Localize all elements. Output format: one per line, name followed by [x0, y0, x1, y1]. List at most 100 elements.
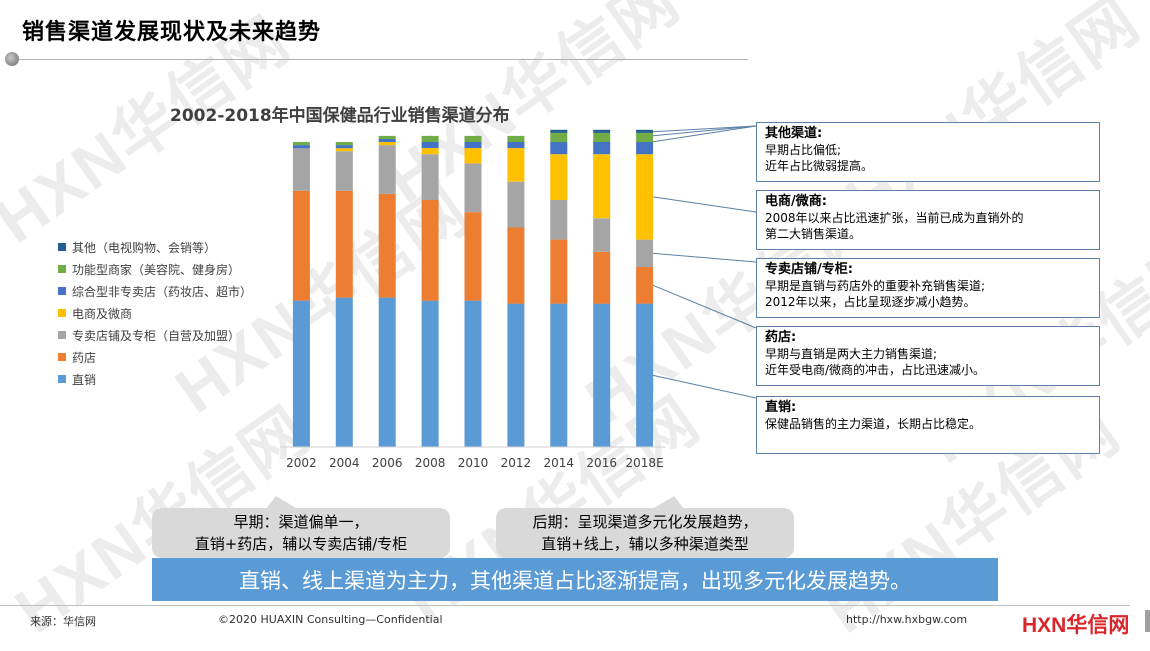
- x-tick-label: 2012: [501, 456, 532, 470]
- chart-legend: 其他（电视购物、会销等） 功能型商家（美容院、健身房） 综合型非专卖店（药妆店、超市…: [58, 236, 252, 390]
- legend-label: 综合型非专卖店（药妆店、超市）: [72, 284, 253, 299]
- callout-line: [652, 196, 757, 213]
- x-tick-label: 2002: [286, 456, 317, 470]
- bar-segment: [335, 148, 353, 152]
- bar-segment: [636, 239, 654, 267]
- bar-segment: [464, 300, 482, 447]
- note-box: 专卖店铺/专柜: 早期是直销与药店外的重要补充销售渠道; 2012年以来，占比呈现逐…: [756, 258, 1100, 318]
- note-line: 近年占比微弱提高。: [765, 159, 874, 173]
- bar-segment: [464, 163, 482, 213]
- bar-segment: [593, 251, 611, 304]
- bar-segment: [292, 300, 310, 447]
- bar-segment: [507, 181, 525, 228]
- note-line: 早期是直销与药店外的重要补充销售渠道;: [765, 279, 986, 293]
- legend-label: 药店: [72, 350, 97, 365]
- legend-item: 其他（电视购物、会销等）: [58, 236, 252, 258]
- note-line: 2008年以来占比迅速扩张，当前已成为直销外的: [765, 211, 1024, 225]
- legend-label: 功能型商家（美容院、健身房）: [72, 262, 241, 277]
- bubble-late-line2: 直销+线上，辅以多种渠道类型: [541, 535, 749, 553]
- bar-segment: [292, 145, 310, 149]
- bar-segment: [378, 193, 396, 298]
- note-line: 早期与直销是两大主力销售渠道;: [765, 347, 938, 361]
- bar-segment: [636, 142, 654, 155]
- x-tick-label: 2004: [329, 456, 360, 470]
- bubble-early-line2: 直销+药店，辅以专卖店铺/专柜: [194, 535, 408, 553]
- bar-segment: [335, 190, 353, 298]
- bar-segment: [292, 142, 310, 146]
- legend-swatch: [58, 353, 66, 361]
- bar-segment: [636, 267, 654, 304]
- x-tick-label: 2010: [458, 456, 489, 470]
- bar-segment: [378, 142, 396, 146]
- legend-label: 电商及微商: [72, 306, 133, 321]
- bar-segment: [593, 129, 611, 133]
- bar-segment: [378, 297, 396, 447]
- footer-divider: [0, 605, 1130, 606]
- bar-segment: [421, 142, 439, 149]
- bar-segment: [378, 135, 396, 139]
- legend-swatch: [58, 375, 66, 383]
- note-title: 专卖店铺/专柜:: [765, 262, 853, 277]
- bar-segment: [636, 154, 654, 240]
- bar-segment: [593, 303, 611, 447]
- page-title: 销售渠道发展现状及未来趋势: [22, 20, 322, 45]
- callout-line: [653, 125, 757, 137]
- bar-segment: [507, 135, 525, 142]
- bar-segment: [636, 132, 654, 143]
- note-box: 其他渠道: 早期占比偏低; 近年占比微弱提高。: [756, 122, 1100, 182]
- note-line: 2012年以来，占比呈现逐步减小趋势。: [765, 295, 976, 309]
- note-title: 药店:: [765, 330, 797, 345]
- bar-segment: [292, 190, 310, 301]
- footer-url[interactable]: http://hxw.hxbgw.com: [846, 613, 968, 626]
- x-tick-label: 2018E: [626, 456, 664, 470]
- bar-segment: [550, 154, 568, 200]
- legend-item: 功能型商家（美容院、健身房）: [58, 258, 252, 280]
- legend-swatch: [58, 265, 66, 273]
- bar-segment: [421, 154, 439, 200]
- legend-swatch: [58, 331, 66, 339]
- note-line: 保健品销售的主力渠道，长期占比稳定。: [765, 417, 982, 431]
- x-tick-label: 2006: [372, 456, 403, 470]
- bar-segment: [421, 200, 439, 301]
- legend-item: 综合型非专卖店（药妆店、超市）: [58, 280, 252, 302]
- bar-segment: [464, 148, 482, 164]
- callout-line: [653, 252, 757, 263]
- note-box: 电商/微商: 2008年以来占比迅速扩张，当前已成为直销外的 第二大销售渠道。: [756, 190, 1100, 250]
- logo-suffix: 华信网: [1066, 614, 1130, 637]
- bar-segment: [421, 148, 439, 155]
- bar-segment: [507, 303, 525, 447]
- bar-segment: [464, 212, 482, 301]
- note-title: 直销:: [765, 400, 797, 415]
- legend-swatch: [58, 243, 66, 251]
- callout-line: [653, 125, 757, 133]
- legend-swatch: [58, 309, 66, 317]
- bar-segment: [636, 303, 654, 447]
- bar-segment: [550, 142, 568, 155]
- title-divider: [10, 59, 748, 60]
- footer-source: 来源：华信网: [30, 615, 96, 628]
- bar-segment: [292, 148, 310, 191]
- note-line: 早期占比偏低;: [765, 143, 842, 157]
- callout-line: [652, 374, 757, 399]
- note-line: 第二大销售渠道。: [765, 227, 862, 241]
- bar-segment: [550, 239, 568, 304]
- bar-segment: [378, 145, 396, 194]
- bar-segment: [593, 132, 611, 142]
- footer-logo: HXN华信网: [1022, 609, 1129, 639]
- bar-segment: [507, 227, 525, 304]
- bar-segment: [421, 300, 439, 447]
- x-tick-labels: 2002 2004 2006 2008 2010 2012 2014 2016 2018E: [286, 456, 664, 470]
- bar-segment: [507, 148, 525, 182]
- conclusion-banner: 直销、线上渠道为主力，其他渠道占比逐渐提高，出现多元化发展趋势。: [152, 558, 998, 601]
- bar-segment: [378, 138, 396, 142]
- logo-prefix: HXN: [1022, 614, 1067, 637]
- note-box: 直销: 保健品销售的主力渠道，长期占比稳定。: [756, 396, 1100, 454]
- callout-lines: [652, 125, 757, 399]
- x-tick-label: 2008: [415, 456, 446, 470]
- bubble-early-line1: 早期：渠道偏单一，: [233, 513, 369, 531]
- bar-segment: [335, 151, 353, 191]
- bars-group: [292, 129, 654, 447]
- callout-line: [652, 284, 757, 329]
- bar-segment: [507, 142, 525, 149]
